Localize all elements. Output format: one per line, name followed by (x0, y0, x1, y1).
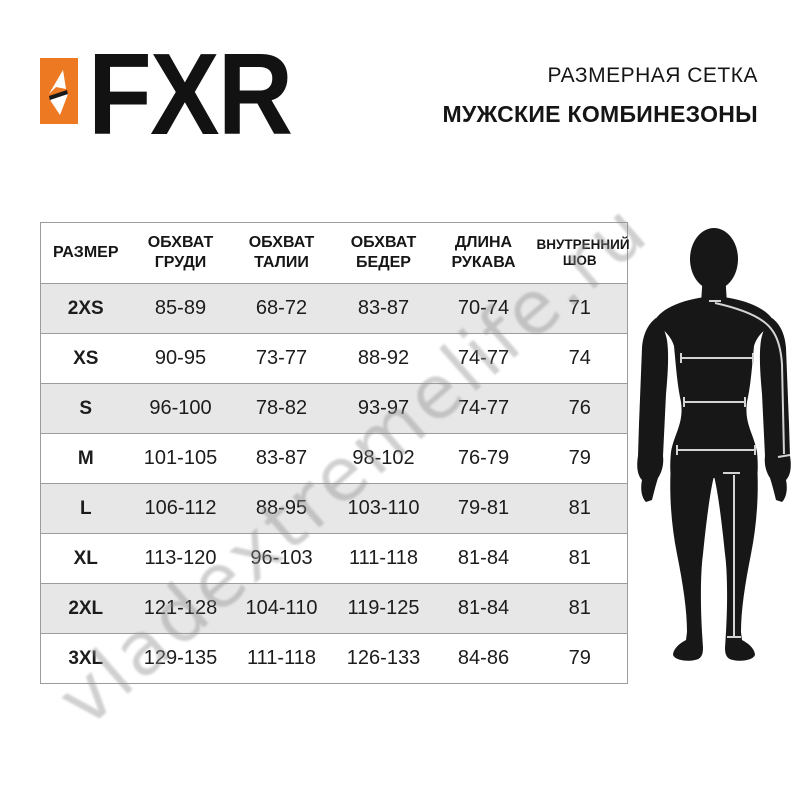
cell-hips: 83-87 (332, 283, 435, 334)
cell-size: M (40, 433, 131, 484)
cell-sleeve: 81-84 (434, 583, 533, 634)
cell-size: XS (40, 333, 131, 384)
male-silhouette-figure (637, 228, 791, 661)
cell-hips: 119-125 (332, 583, 435, 634)
cell-inseam: 79 (532, 633, 628, 684)
cell-size: L (40, 483, 131, 534)
table-row-xl: XL 113-120 96-103 111-118 81-84 81 (40, 533, 628, 584)
cell-waist: 111-118 (230, 633, 333, 684)
table-row-2xl: 2XL 121-128 104-110 119-125 81-84 81 (40, 583, 628, 634)
silhouette-shape (637, 228, 791, 661)
cell-chest: 121-128 (130, 583, 231, 634)
cell-waist: 83-87 (230, 433, 333, 484)
cell-inseam: 81 (532, 583, 628, 634)
cell-inseam: 81 (532, 483, 628, 534)
cell-size: XL (40, 533, 131, 584)
cell-hips: 93-97 (332, 383, 435, 434)
col-header-inseam: ВНУТРЕННИЙ ШОВ (532, 222, 630, 284)
cell-waist: 104-110 (230, 583, 333, 634)
measurement-lines (676, 300, 791, 638)
col-header-hips: ОБХВАТ БЕДЕР (332, 222, 435, 284)
col-header-waist: ОБХВАТ ТАЛИИ (230, 222, 333, 284)
inseam-line (723, 472, 741, 638)
cell-sleeve: 70-74 (434, 283, 533, 334)
cell-chest: 85-89 (130, 283, 231, 334)
size-table: РАЗМЕР ОБХВАТ ГРУДИ ОБХВАТ ТАЛИИ ОБХВАТ … (40, 222, 630, 684)
cell-chest: 101-105 (130, 433, 231, 484)
fxr-logo-text: FXR (88, 29, 293, 159)
header-row: РАЗМЕР ОБХВАТ ГРУДИ ОБХВАТ ТАЛИИ ОБХВАТ … (40, 222, 630, 284)
chest-line (680, 353, 754, 363)
cell-inseam: 74 (532, 333, 628, 384)
cell-size: S (40, 383, 131, 434)
cell-hips: 111-118 (332, 533, 435, 584)
page-title: РАЗМЕРНАЯ СЕТКА (547, 64, 758, 87)
cell-waist: 88-95 (230, 483, 333, 534)
cell-inseam: 76 (532, 383, 628, 434)
cell-inseam: 79 (532, 433, 628, 484)
cell-sleeve: 79-81 (434, 483, 533, 534)
cell-size: 3XL (40, 633, 131, 684)
table-row-s: S 96-100 78-82 93-97 74-77 76 (40, 383, 628, 434)
fxr-logo: FXR (40, 36, 314, 152)
cell-inseam: 71 (532, 283, 628, 334)
table-row-3xl: 3XL 129-135 111-118 126-133 84-86 79 (40, 633, 628, 684)
cell-sleeve: 84-86 (434, 633, 533, 684)
cell-waist: 96-103 (230, 533, 333, 584)
table-row-2xs: 2XS 85-89 68-72 83-87 70-74 71 (40, 283, 628, 334)
table-row-m: M 101-105 83-87 98-102 76-79 79 (40, 433, 628, 484)
size-table-header: РАЗМЕР ОБХВАТ ГРУДИ ОБХВАТ ТАЛИИ ОБХВАТ … (40, 222, 630, 284)
fxr-logo-mark-icon (40, 58, 78, 124)
cell-hips: 103-110 (332, 483, 435, 534)
page-subtitle: МУЖСКИЕ КОМБИНЕЗОНЫ (442, 101, 758, 127)
cell-hips: 88-92 (332, 333, 435, 384)
cell-chest: 106-112 (130, 483, 231, 534)
sleeve-line (714, 302, 785, 455)
hip-line (676, 445, 756, 455)
cell-waist: 73-77 (230, 333, 333, 384)
col-header-sleeve: ДЛИНА РУКАВА (434, 222, 533, 284)
cell-sleeve: 74-77 (434, 383, 533, 434)
cell-waist: 68-72 (230, 283, 333, 334)
cell-sleeve: 74-77 (434, 333, 533, 384)
cell-chest: 129-135 (130, 633, 231, 684)
table-row-xs: XS 90-95 73-77 88-92 74-77 74 (40, 333, 628, 384)
cell-hips: 98-102 (332, 433, 435, 484)
cell-size: 2XL (40, 583, 131, 634)
col-header-chest: ОБХВАТ ГРУДИ (130, 222, 231, 284)
cell-chest: 113-120 (130, 533, 231, 584)
cell-waist: 78-82 (230, 383, 333, 434)
cell-size: 2XS (40, 283, 131, 334)
cell-chest: 90-95 (130, 333, 231, 384)
waist-line (683, 397, 746, 407)
cell-chest: 96-100 (130, 383, 231, 434)
cell-inseam: 81 (532, 533, 628, 584)
sleeve-line-wrist-tick (777, 454, 791, 458)
table-row-l: L 106-112 88-95 103-110 79-81 81 (40, 483, 628, 534)
size-table-body: 2XS 85-89 68-72 83-87 70-74 71 XS 90-95 … (40, 283, 628, 684)
header-titles: РАЗМЕРНАЯ СЕТКА МУЖСКИЕ КОМБИНЕЗОНЫ (442, 64, 758, 128)
cell-sleeve: 81-84 (434, 533, 533, 584)
cell-sleeve: 76-79 (434, 433, 533, 484)
col-header-size: РАЗМЕР (40, 222, 131, 284)
cell-hips: 126-133 (332, 633, 435, 684)
